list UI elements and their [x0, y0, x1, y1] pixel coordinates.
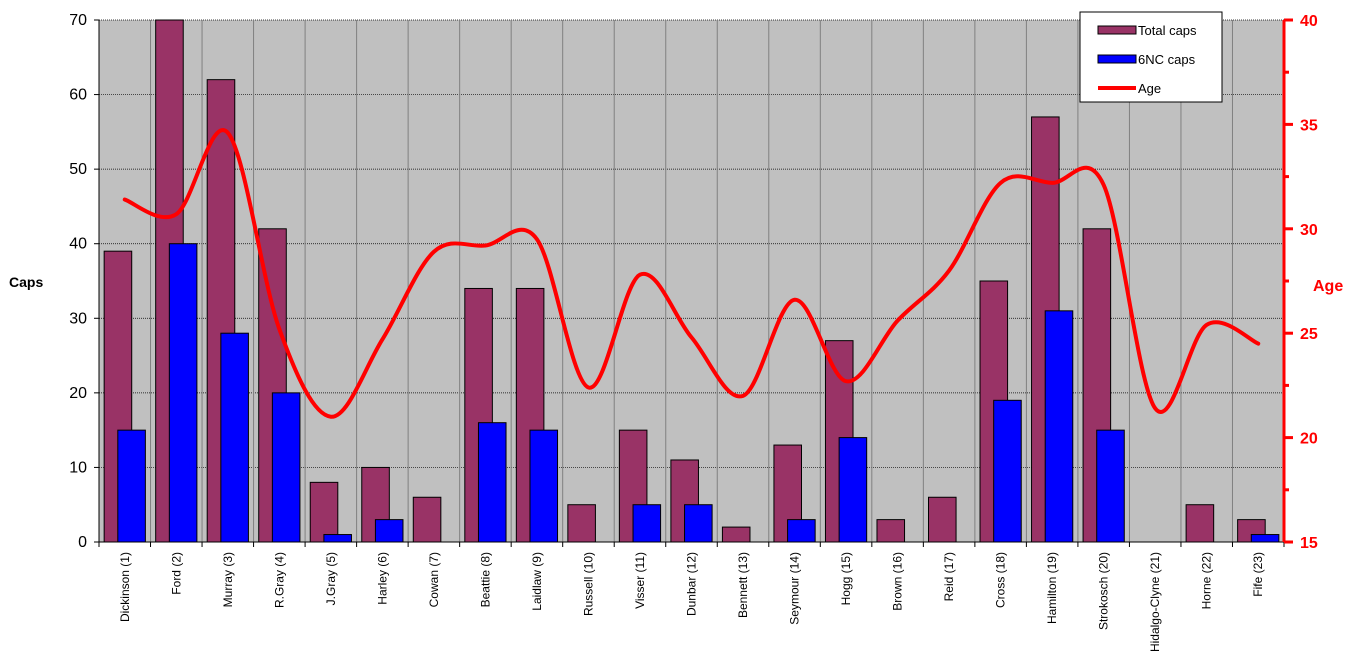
y-left-tick-label: 70: [69, 12, 87, 29]
y-axis-left-title: Caps: [9, 274, 43, 290]
y-right-tick-label: 25: [1300, 326, 1318, 343]
y-right-tick-label: 30: [1300, 222, 1318, 239]
y-left-tick-label: 40: [69, 236, 87, 253]
y-left-tick-label: 50: [69, 161, 87, 178]
legend-label: Total caps: [1138, 23, 1197, 38]
bar-total-caps: [721, 526, 751, 543]
y-right-tick-label: 35: [1300, 117, 1318, 134]
tick-labels: 0 10 20 30 40 50 60 70 15 20 25 30 35 40: [69, 12, 1318, 552]
bar-6nc-caps: [374, 519, 404, 543]
bar-6nc-caps: [529, 429, 559, 543]
legend: Total caps 6NC caps Age: [1079, 11, 1223, 103]
bar-6nc-caps: [1044, 310, 1074, 543]
bar-6nc-caps: [1096, 429, 1125, 543]
x-category-label: Seymour (14): [788, 552, 802, 625]
legend-swatch: [1097, 25, 1137, 35]
bar-total-caps: [876, 519, 906, 543]
legend-swatch: [1097, 54, 1137, 64]
x-category-label: Ford (2): [169, 552, 183, 595]
x-category-label: Cowan (7): [427, 552, 441, 607]
bar-6nc-caps: [1250, 534, 1280, 543]
x-category-label: Strokosch (20): [1097, 552, 1111, 630]
bar-total-caps: [1185, 504, 1215, 543]
x-category-label: Dickinson (1): [118, 552, 132, 622]
x-category-label: R.Gray (4): [272, 552, 286, 608]
x-category-label: Beattie (8): [478, 552, 492, 607]
bar-6nc-caps: [684, 504, 713, 543]
y-left-tick-label: 60: [69, 87, 87, 104]
category-labels: Dickinson (1) Ford (2) Murray (3) R.Gray (4…: [118, 552, 1265, 652]
bar-total-caps: [412, 496, 442, 543]
x-category-label: J.Gray (5): [324, 552, 338, 605]
bar-6nc-caps: [993, 399, 1022, 543]
x-category-label: Dunbar (12): [685, 552, 699, 616]
bar-6nc-caps: [117, 429, 146, 543]
bar-6nc-caps: [168, 243, 198, 543]
x-category-label: Hogg (15): [839, 552, 853, 605]
legend-label: Age: [1138, 81, 1161, 96]
x-category-label: Bennett (13): [736, 552, 750, 618]
legend-label: 6NC caps: [1138, 52, 1196, 67]
x-category-label: Harley (6): [375, 552, 389, 605]
age-line: [122, 128, 1261, 419]
y-axis-right-title: Age: [1313, 278, 1343, 295]
x-category-label: Reid (17): [942, 552, 956, 601]
x-category-label: Murray (3): [221, 552, 235, 607]
y-left-tick-label: 30: [69, 310, 87, 327]
y-right-tick-label: 40: [1300, 13, 1318, 30]
axes: [94, 18, 1293, 547]
bar-total-caps: [567, 504, 596, 543]
x-category-label: Hidalgo-Clyne (21): [1148, 552, 1162, 652]
bar-total-caps: [309, 481, 339, 543]
x-category-label: Laidlaw (9): [530, 552, 544, 611]
y-left-tick-label: 20: [69, 385, 87, 402]
y-left-tick-label: 0: [78, 534, 87, 551]
age-line-layer: [122, 128, 1261, 419]
bar-6nc-caps: [632, 504, 662, 543]
y-left-tick-label: 10: [69, 459, 87, 476]
bar-total-caps: [928, 496, 957, 543]
bar-6nc-caps: [838, 437, 868, 543]
x-category-label: Visser (11): [633, 552, 647, 609]
bar-6nc-caps: [477, 422, 507, 543]
x-category-label: Brown (16): [891, 552, 905, 611]
bar-6nc-caps: [323, 534, 352, 543]
x-category-label: Russell (10): [581, 552, 595, 616]
grid-lines: [99, 19, 1284, 543]
bar-6nc-caps: [787, 519, 816, 543]
bar-6nc-caps: [220, 332, 249, 543]
x-category-label: Cross (18): [994, 552, 1008, 608]
x-category-label: Hamilton (19): [1045, 552, 1059, 624]
x-category-label: Fife (23): [1251, 552, 1265, 597]
x-category-label: Horne (22): [1200, 552, 1214, 609]
y-right-tick-label: 15: [1300, 535, 1318, 552]
bar-6nc-caps: [271, 392, 301, 543]
y-right-tick-label: 20: [1300, 431, 1318, 448]
